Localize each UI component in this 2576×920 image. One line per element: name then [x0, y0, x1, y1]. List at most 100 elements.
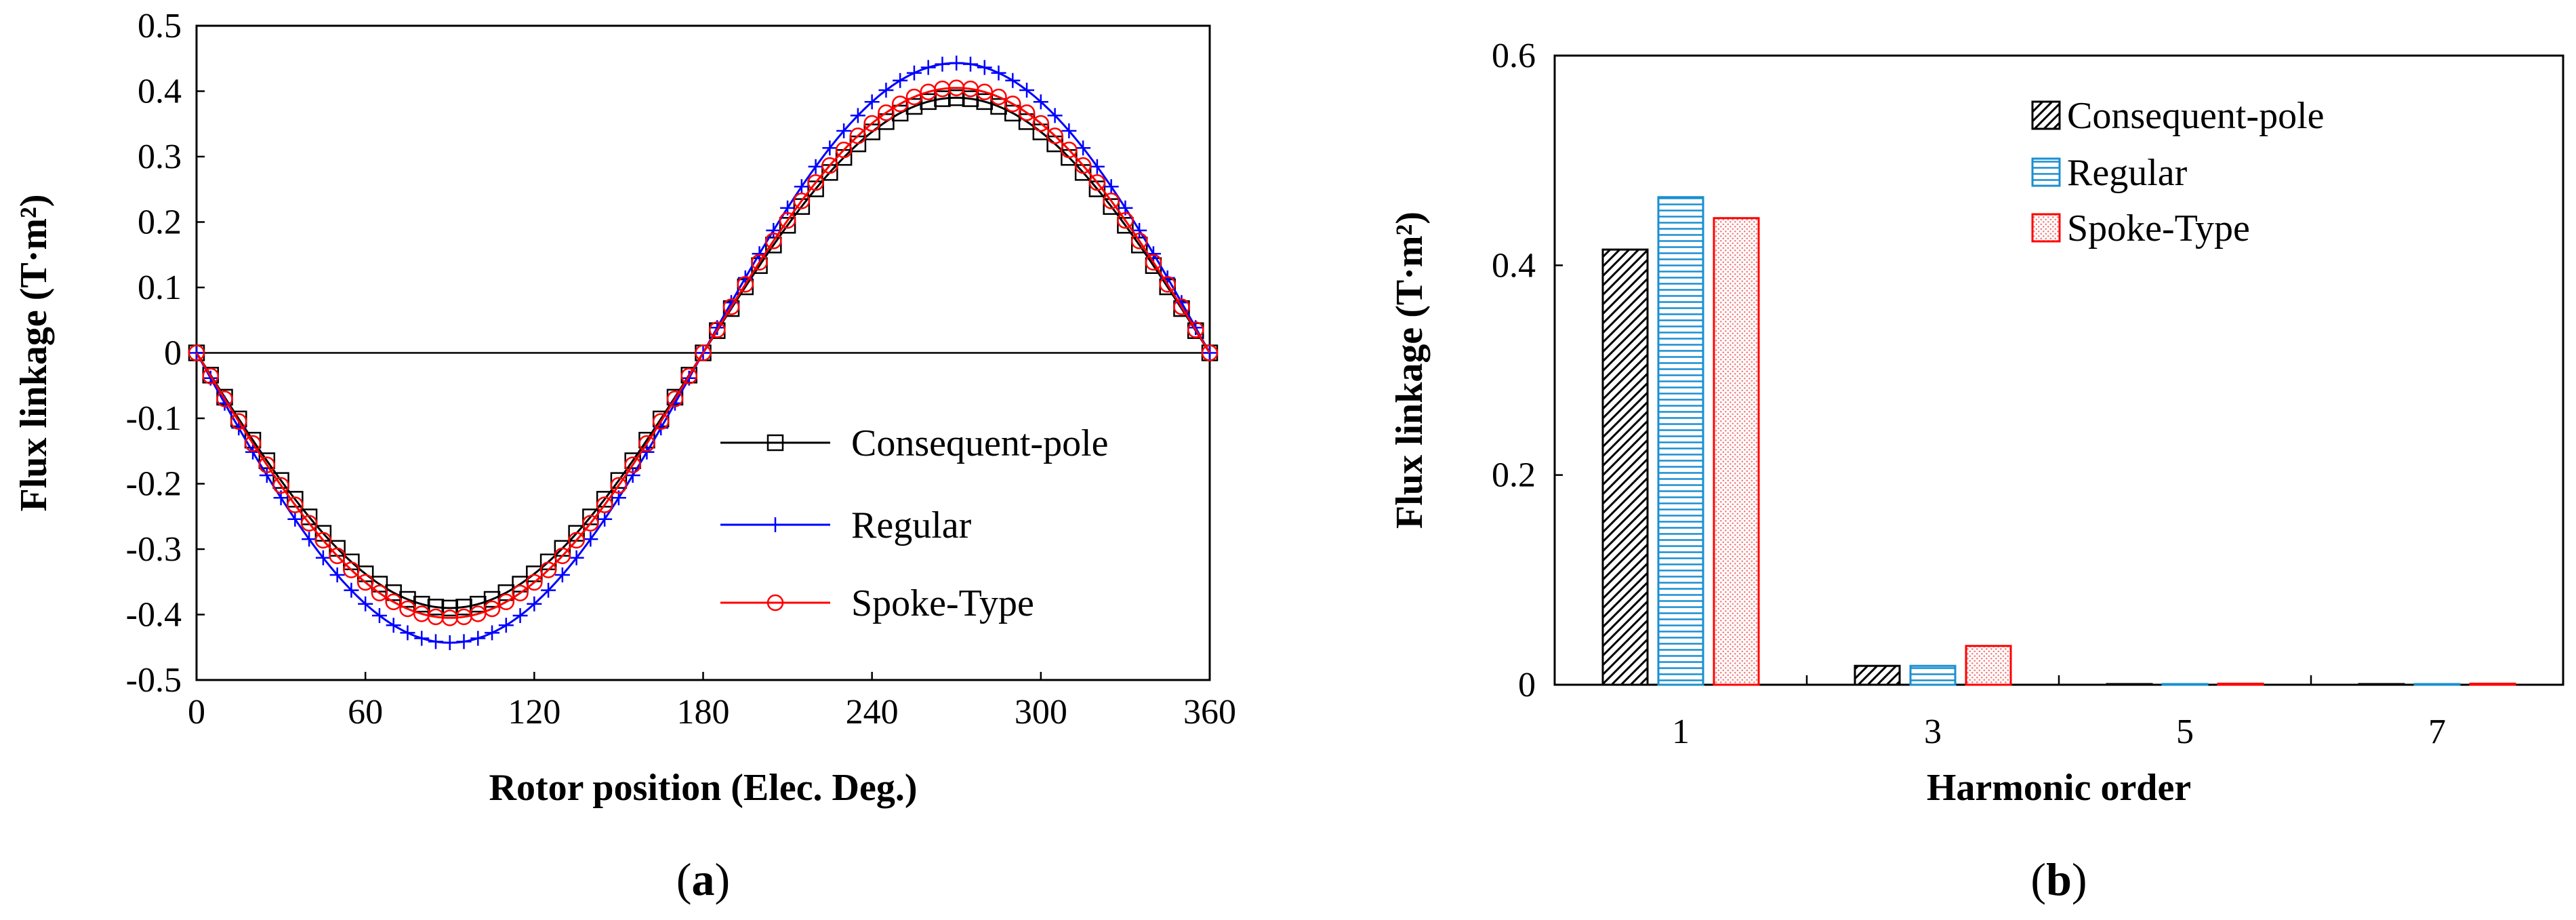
- chart-a: 0.5 0.4 0.3 0.2 0.1 0 -0.1 -0.2 -0.3 -0.4 -0.5 0 60…: [13, 7, 1236, 905]
- data-point: [1103, 179, 1119, 195]
- chart-a-y-tick-label: 0.2: [138, 203, 182, 242]
- data-point: [849, 127, 867, 144]
- data-point: [216, 391, 233, 407]
- data-point: [386, 618, 401, 633]
- bar: [1713, 217, 1760, 686]
- chart-b-y-tick-label: 0.4: [1492, 246, 1536, 285]
- data-point: [287, 491, 304, 508]
- data-point: [722, 298, 740, 315]
- legend-marker: [766, 594, 784, 612]
- chart-a-y-tick-label: -0.4: [126, 596, 182, 635]
- data-point: [596, 496, 613, 513]
- data-point: [343, 561, 360, 578]
- data-point: [470, 631, 486, 646]
- chart-b-y-axis-label: Flux linkage (T·m²): [1389, 212, 1431, 529]
- data-point: [329, 567, 345, 582]
- data-point: [1032, 115, 1050, 132]
- legend-label: Regular: [851, 504, 972, 546]
- data-point: [539, 561, 557, 578]
- data-point: [751, 254, 768, 271]
- legend-label: Consequent-pole: [2067, 95, 2324, 137]
- data-point: [568, 532, 585, 549]
- data-point: [498, 618, 514, 633]
- legend-swatch: [2031, 157, 2061, 187]
- bar: [2161, 683, 2209, 686]
- bar: [2358, 683, 2405, 686]
- chart-a-x-tick-label: 360: [1183, 693, 1236, 732]
- data-point: [400, 625, 415, 641]
- legend-entry: Consequent-pole: [2031, 95, 2324, 137]
- data-point: [610, 477, 628, 494]
- data-point: [695, 344, 712, 361]
- data-point: [906, 65, 922, 81]
- chart-b-x-axis-label: Harmonic order: [1927, 767, 2191, 809]
- chart-a-x-tick-label: 240: [846, 693, 899, 732]
- data-point: [554, 567, 570, 582]
- data-point: [737, 276, 754, 293]
- series-line: [195, 87, 1211, 619]
- data-point: [272, 477, 289, 494]
- data-point: [680, 367, 697, 384]
- data-point: [1132, 222, 1147, 238]
- data-point: [794, 179, 809, 195]
- data-point: [188, 344, 205, 361]
- data-point: [610, 472, 628, 489]
- chart-b: 0.6 0.4 0.2 0 1 3 5 7 Consequent-pole Regular Sp…: [1389, 37, 2564, 905]
- legend-swatch: [2031, 213, 2061, 243]
- bar: [2217, 682, 2264, 686]
- data-point: [497, 593, 515, 611]
- bar: [1909, 664, 1957, 686]
- data-point: [891, 95, 909, 113]
- data-point: [821, 157, 838, 174]
- data-point: [596, 491, 613, 508]
- data-point: [1117, 212, 1134, 229]
- chart-b-x-tick-label: 7: [2428, 713, 2446, 751]
- data-point: [300, 515, 318, 532]
- data-point: [779, 212, 796, 229]
- data-point: [807, 174, 824, 191]
- data-point: [1103, 198, 1120, 215]
- data-point: [779, 217, 796, 234]
- data-point: [329, 547, 346, 565]
- legend-label: Spoke-Type: [2067, 207, 2250, 249]
- data-point: [1145, 254, 1162, 271]
- data-point: [512, 584, 529, 601]
- chart-a-y-tick-label: 0.4: [138, 73, 182, 111]
- legend-swatch: [2031, 100, 2061, 130]
- data-point: [272, 472, 289, 489]
- legend-marker: [768, 517, 783, 532]
- data-point: [1074, 157, 1092, 174]
- data-point: [963, 56, 979, 72]
- data-point: [1201, 344, 1219, 361]
- chart-a-y-axis-label: Flux linkage (T·m²): [13, 195, 55, 512]
- bar: [2413, 683, 2461, 686]
- data-point: [371, 607, 387, 623]
- data-point: [202, 367, 220, 384]
- chart-a-y-tick-label: 0.3: [138, 138, 182, 176]
- data-point: [638, 435, 655, 452]
- data-point: [878, 83, 894, 98]
- bar: [1965, 645, 2012, 686]
- data-point: [666, 391, 684, 407]
- data-point: [1061, 141, 1078, 159]
- legend-entry: Spoke-Type: [720, 582, 1034, 624]
- data-point: [1033, 94, 1048, 110]
- data-point: [287, 511, 303, 527]
- bar: [2106, 683, 2153, 686]
- data-point: [258, 456, 276, 473]
- chart-b-y-tick-label: 0: [1518, 666, 1536, 704]
- data-point: [315, 550, 331, 565]
- data-point: [385, 593, 402, 611]
- data-point: [554, 547, 571, 565]
- chart-a-x-tick-label: 120: [508, 693, 560, 732]
- data-point: [428, 634, 443, 649]
- data-point: [485, 625, 500, 641]
- data-point: [1047, 108, 1063, 123]
- legend-label: Regular: [2067, 152, 2188, 194]
- data-point: [526, 574, 543, 591]
- data-point: [1046, 127, 1063, 144]
- data-point: [836, 123, 852, 139]
- bar: [2469, 682, 2516, 686]
- legend-entry: Regular: [720, 504, 972, 546]
- bar: [1601, 248, 1649, 686]
